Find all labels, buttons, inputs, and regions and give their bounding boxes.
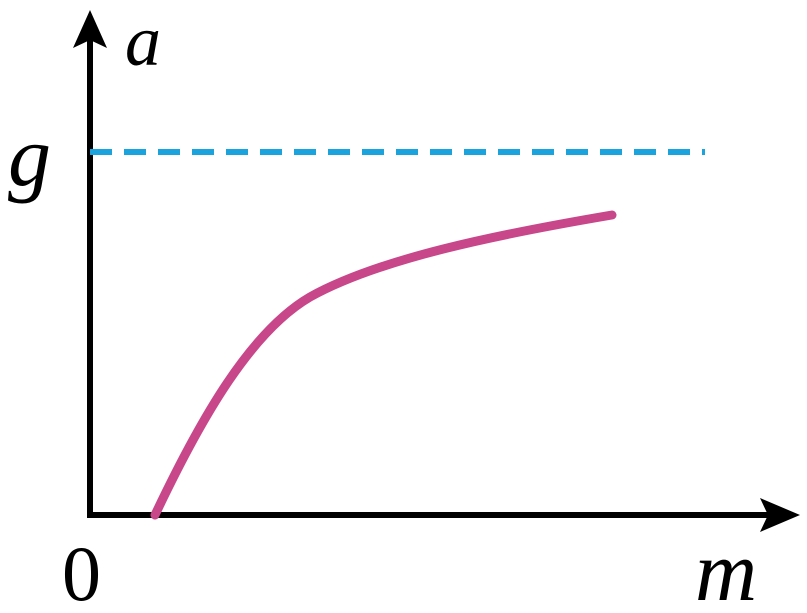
reference-label: g bbox=[8, 108, 51, 204]
origin-label: 0 bbox=[62, 530, 101, 613]
x-axis-arrow bbox=[760, 498, 800, 532]
y-axis-label: a bbox=[125, 1, 161, 81]
x-axis-label: m bbox=[695, 523, 757, 613]
y-axis-arrow bbox=[73, 10, 107, 48]
curve bbox=[150, 210, 617, 520]
